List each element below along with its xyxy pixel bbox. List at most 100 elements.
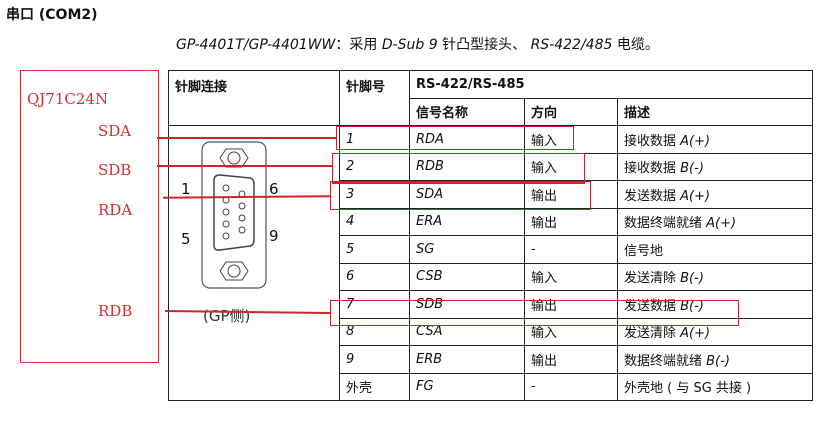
description-polarity: A(+) xyxy=(706,216,737,232)
direction-text: 输出 xyxy=(531,298,558,314)
direction: 输入 xyxy=(524,152,618,181)
pin-number: 3 xyxy=(339,180,410,209)
header-pin-number: 针脚号 xyxy=(339,70,410,126)
pin-text: 5 xyxy=(346,241,355,257)
signal-name: RDA xyxy=(409,125,525,154)
description: 发送数据 B(-) xyxy=(617,290,813,319)
direction-text: 输入 xyxy=(531,133,558,149)
direction-text: 输入 xyxy=(531,161,558,177)
signal-name: ERB xyxy=(409,345,525,374)
connector-type: D-Sub 9 xyxy=(381,37,438,53)
pin-number: 6 xyxy=(339,262,410,291)
direction-text: 输出 xyxy=(531,188,558,204)
signal-label-sda: SDA xyxy=(98,122,132,140)
direction: 输出 xyxy=(524,180,618,209)
pin-text: 7 xyxy=(346,296,355,312)
pin-number: 5 xyxy=(339,235,410,264)
dsub9-connector-icon xyxy=(201,141,267,289)
direction: 输出 xyxy=(524,345,618,374)
highlight-box xyxy=(336,126,574,150)
header-group: RS-422/RS-485 xyxy=(409,70,813,99)
table-row: 2 RDB 输入 接收数据 B(-) xyxy=(169,152,813,181)
pin-text: 9 xyxy=(346,351,355,367)
description-text: 发送清除 xyxy=(624,271,681,287)
direction: 输出 xyxy=(524,207,618,236)
header-description: 描述 xyxy=(617,97,813,126)
table-row: 3 SDA 输出 发送数据 A(+) xyxy=(169,180,813,209)
plc-module-box xyxy=(20,70,159,363)
description-polarity: A(+) xyxy=(680,326,711,342)
pin-number: 4 xyxy=(339,207,410,236)
signal-text: SDA xyxy=(416,186,444,202)
direction: - xyxy=(524,235,618,264)
signal-text: RDA xyxy=(416,131,444,147)
direction: 输入 xyxy=(524,262,618,291)
pin-text: 3 xyxy=(346,186,355,202)
description-text: 数据终端就绪 xyxy=(624,353,707,369)
standard: RS-422/485 xyxy=(530,37,613,53)
table-row: 7 SDB 输出 发送数据 B(-) xyxy=(169,290,813,319)
highlight-box xyxy=(330,300,739,326)
pin-text: 2 xyxy=(346,159,355,175)
header-pin-connection: 针脚连接 xyxy=(168,70,340,126)
signal-name: FG xyxy=(409,372,525,401)
highlight-box xyxy=(330,181,591,210)
pin-label: 5 xyxy=(181,230,191,248)
description-polarity: B(-) xyxy=(706,353,730,369)
signal-name: SDA xyxy=(409,180,525,209)
description-polarity: A(+) xyxy=(680,188,711,204)
direction: 输出 xyxy=(524,290,618,319)
direction-text: 输入 xyxy=(531,326,558,342)
description-text: 发送数据 xyxy=(624,188,681,204)
direction-text: - xyxy=(531,241,536,257)
direction-text: 输出 xyxy=(531,216,558,232)
signal-text: ERA xyxy=(416,214,443,230)
signal-text: FG xyxy=(416,379,434,395)
signal-text: ERB xyxy=(416,351,443,367)
signal-text: CSA xyxy=(416,324,443,340)
direction-text: - xyxy=(531,379,536,395)
description: 数据终端就绪 A(+) xyxy=(617,207,813,236)
device-label: QJ71C24N xyxy=(27,90,109,108)
table-row: 外壳 FG - 外壳地 ( 与 SG 共接 ) xyxy=(169,372,813,401)
signal-name: RDB xyxy=(409,152,525,181)
description: 接收数据 A(+) xyxy=(617,125,813,154)
pin-text: 外壳 xyxy=(346,381,373,397)
subtitle-text: ：采用 xyxy=(335,37,382,53)
description-text: 接收数据 xyxy=(624,133,681,149)
signal-name: SDB xyxy=(409,290,525,319)
direction: 输入 xyxy=(524,125,618,154)
pin-text: 6 xyxy=(346,269,355,285)
highlight-box xyxy=(332,153,585,184)
description: 外壳地 ( 与 SG 共接 ) xyxy=(617,372,813,401)
signal-name: CSB xyxy=(409,262,525,291)
description-polarity: B(-) xyxy=(680,271,704,287)
description-text: 数据终端就绪 xyxy=(624,216,707,232)
description-text: 外壳地 ( 与 SG 共接 ) xyxy=(624,381,752,397)
pin-label: 6 xyxy=(269,180,279,198)
signal-label-rdb: RDB xyxy=(98,302,133,320)
pin-number: 8 xyxy=(339,317,410,346)
header-direction: 方向 xyxy=(524,97,618,126)
signal-label-sdb: SDB xyxy=(98,161,132,179)
signal-name: SG xyxy=(409,235,525,264)
description: 信号地 xyxy=(617,235,813,264)
pin-text: 1 xyxy=(346,131,355,147)
direction-text: 输出 xyxy=(531,353,558,369)
pin-number: 9 xyxy=(339,345,410,374)
description: 发送数据 A(+) xyxy=(617,180,813,209)
description-text: 接收数据 xyxy=(624,161,681,177)
model-names: GP-4401T/GP-4401WW xyxy=(176,37,336,53)
description: 发送清除 B(-) xyxy=(617,262,813,291)
pin-label: 1 xyxy=(181,180,191,198)
wire-line xyxy=(157,165,332,167)
pin-label: 9 xyxy=(269,227,279,245)
signal-label-rda: RDA xyxy=(98,201,133,219)
description-text: 信号地 xyxy=(624,243,664,259)
description-polarity: B(-) xyxy=(680,298,704,314)
pin-text: 8 xyxy=(346,324,355,340)
direction: - xyxy=(524,372,618,401)
subtitle-text: 针凸型接头、 xyxy=(437,37,531,53)
signal-text: CSB xyxy=(416,269,443,285)
description-text: 发送清除 xyxy=(624,326,681,342)
